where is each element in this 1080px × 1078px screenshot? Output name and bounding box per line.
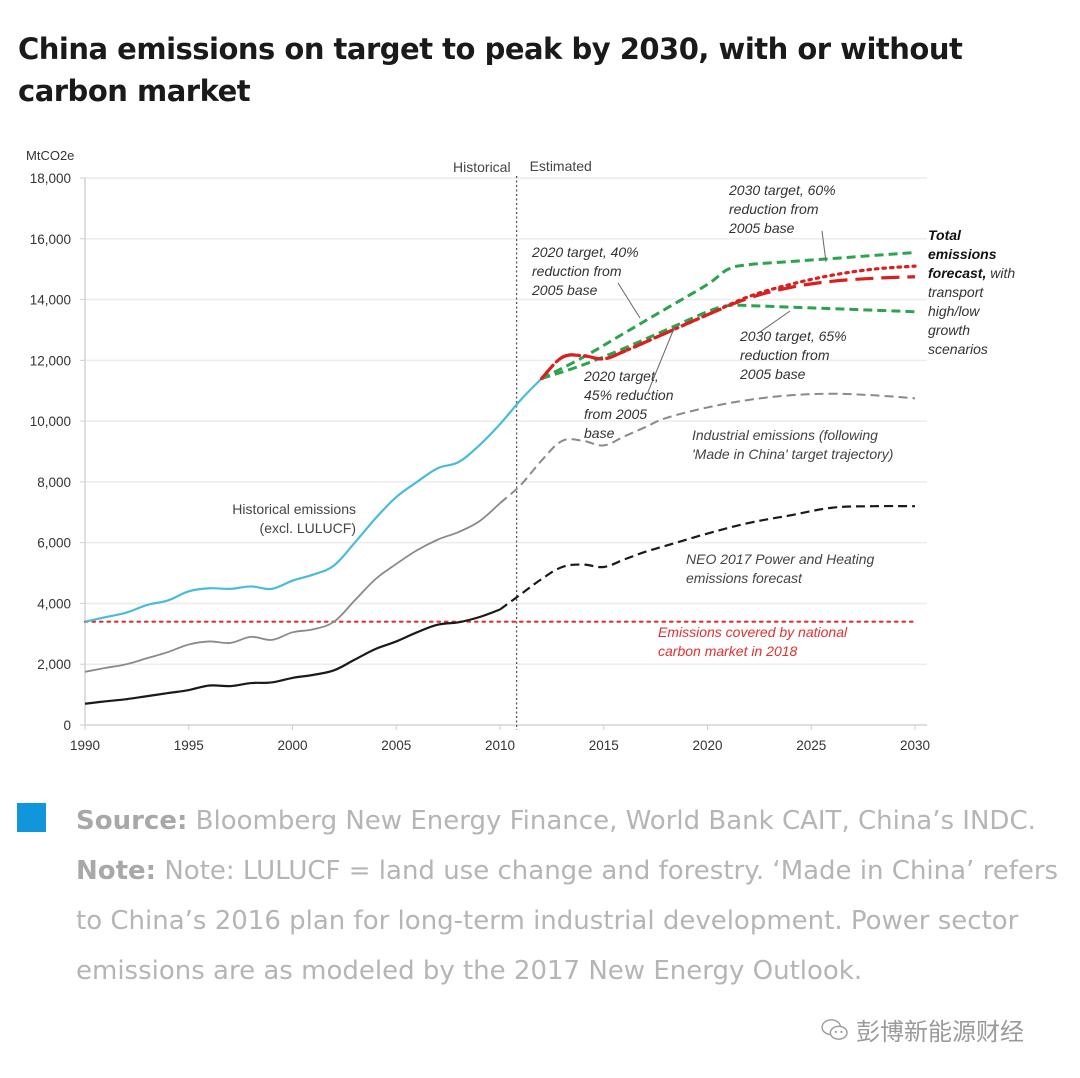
source-label: Source: — [76, 806, 188, 836]
footnote: Source: Bloomberg New Energy Finance, Wo… — [76, 796, 1066, 996]
series-line-total-emissions-forecast-transport-low-growth — [540, 275, 916, 380]
annotation-text-bold: emissions — [928, 246, 997, 262]
annotation-text: 'Made in China' target trajectory) — [692, 446, 893, 462]
annotation-text: base — [584, 425, 615, 441]
annotation-leader-line — [759, 310, 791, 333]
series-line-2020-target-45-reduction-from-2005-base-2030-tar — [541, 303, 916, 380]
y-tick-label: 6,000 — [37, 536, 71, 551]
annotation-text-bold: forecast, with — [928, 265, 1015, 281]
wechat-icon — [821, 1018, 848, 1040]
historical-estimated-divider: Historical Estimated — [453, 158, 592, 730]
note-text: Note: LULUCF = land use change and fores… — [76, 856, 1059, 986]
annotation-total: Total emissions forecast, with transport hig… — [928, 227, 1015, 357]
annotation-text: growth — [928, 322, 970, 338]
annotation-neo: NEO 2017 Power and Heating emissions fore… — [686, 551, 875, 586]
y-tick-label: 10,000 — [30, 414, 71, 429]
series-line-industrial-emissions-following-made-in-china-tar — [499, 392, 916, 504]
y-tick-label: 8,000 — [37, 475, 71, 490]
x-tick-label: 2000 — [277, 738, 307, 753]
annotation-t2030_60: 2030 target, 60% reduction from 2005 base — [728, 182, 836, 236]
source-text: Bloomberg New Energy Finance, World Bank… — [187, 806, 1036, 836]
x-tick-label: 2020 — [692, 738, 722, 753]
y-tick-label: 18,000 — [30, 171, 71, 186]
x-tick-label: 1990 — [70, 738, 100, 753]
annotation-leader-line — [617, 282, 641, 319]
annotation-text: from 2005 — [584, 406, 647, 422]
series-line-2020-target-40-reduction-from-2005-base-2030-tar — [540, 250, 916, 380]
y-tick-label: 4,000 — [37, 596, 71, 611]
annotation-hist: Historical emissions (excl. LULUCF) — [232, 501, 356, 536]
chart-title: China emissions on target to peak by 203… — [18, 32, 963, 108]
y-tick-label: 2,000 — [37, 657, 71, 672]
estimated-label: Estimated — [530, 158, 592, 174]
watermark-text: 彭博新能源财经 — [856, 1018, 1024, 1046]
y-tick-label: 12,000 — [30, 353, 71, 368]
annotation-t2020_45: 2020 target, 45% reduction from 2005 base — [583, 368, 674, 441]
historical-label: Historical — [453, 159, 511, 175]
annotation-t2030_65: 2030 target, 65% reduction from 2005 base — [739, 328, 847, 382]
axes: 0 2,000 4,000 6,000 8,000 10,000 12,000 14,000 1… — [30, 171, 930, 753]
annotation-text: 2030 target, 60% — [728, 182, 836, 198]
annotation-text: 2005 base — [728, 220, 795, 236]
annotation-text: 2030 target, 65% — [739, 328, 847, 344]
series-lines — [83, 250, 917, 705]
annotations: Historical emissions (excl. LULUCF) 2020 t… — [232, 182, 1015, 659]
series-line-historical-emissions-excl-lulucf — [84, 377, 543, 623]
annotation-text: reduction from — [532, 263, 622, 279]
x-tick-label: 1995 — [174, 738, 204, 753]
annotation-text: Emissions covered by national — [658, 624, 848, 640]
annotation-text: Industrial emissions (following — [692, 427, 878, 443]
note-label: Note: — [76, 856, 157, 886]
series-line-industrial-emissions-historical — [84, 502, 501, 673]
annotation-leader-line — [821, 230, 827, 263]
series-line-power-and-heating-emissions-historical — [84, 608, 501, 705]
annotation-text: 2020 target, 40% — [531, 244, 639, 260]
annotation-t2020_40: 2020 target, 40% reduction from 2005 base — [531, 244, 639, 298]
annotation-text: 2005 base — [531, 282, 598, 298]
x-tick-label: 2025 — [796, 738, 826, 753]
annotation-industrial: Industrial emissions (following 'Made in … — [692, 427, 893, 462]
grid-lines — [85, 177, 927, 665]
annotation-text: scenarios — [928, 341, 988, 357]
annotation-text: 2005 base — [739, 366, 806, 382]
annotation-text: 2020 target, — [583, 368, 659, 384]
annotation-text: emissions forecast — [686, 570, 803, 586]
y-tick-label: 0 — [63, 718, 71, 733]
annotation-text: Historical emissions — [232, 501, 356, 517]
x-tick-label: 2005 — [381, 738, 411, 753]
annotation-text: reduction from — [729, 201, 819, 217]
annotation-text: high/low — [928, 303, 980, 319]
annotation-text: NEO 2017 Power and Heating — [686, 551, 875, 567]
annotation-leader-line — [647, 325, 676, 393]
series-line-total-emissions-forecast-transport-high-growth — [539, 264, 917, 381]
annotation-text: reduction from — [740, 347, 830, 363]
annotation-market: Emissions covered by national carbon mark… — [658, 624, 848, 659]
watermark: 彭博新能源财经 — [820, 1012, 1024, 1047]
annotation-text-bold: Total — [928, 227, 962, 243]
annotation-leader-lines — [617, 230, 827, 393]
series-line-neo-2017-power-and-heating-emissions-forecast — [499, 504, 916, 611]
x-tick-label: 2030 — [900, 738, 930, 753]
annotation-text: (excl. LULUCF) — [260, 520, 356, 536]
x-tick-label: 2015 — [589, 738, 619, 753]
annotation-text: 45% reduction — [584, 387, 674, 403]
source-bullet-marker — [17, 803, 46, 832]
emissions-line-chart: 0 2,000 4,000 6,000 8,000 10,000 12,000 14,000 1… — [26, 148, 1015, 753]
annotation-text: carbon market in 2018 — [658, 643, 798, 659]
annotation-text: transport — [928, 284, 984, 300]
x-tick-label: 2010 — [485, 738, 515, 753]
y-tick-label: 14,000 — [30, 293, 71, 308]
y-tick-label: 16,000 — [30, 232, 71, 247]
y-axis-label: MtCO2e — [26, 148, 74, 163]
